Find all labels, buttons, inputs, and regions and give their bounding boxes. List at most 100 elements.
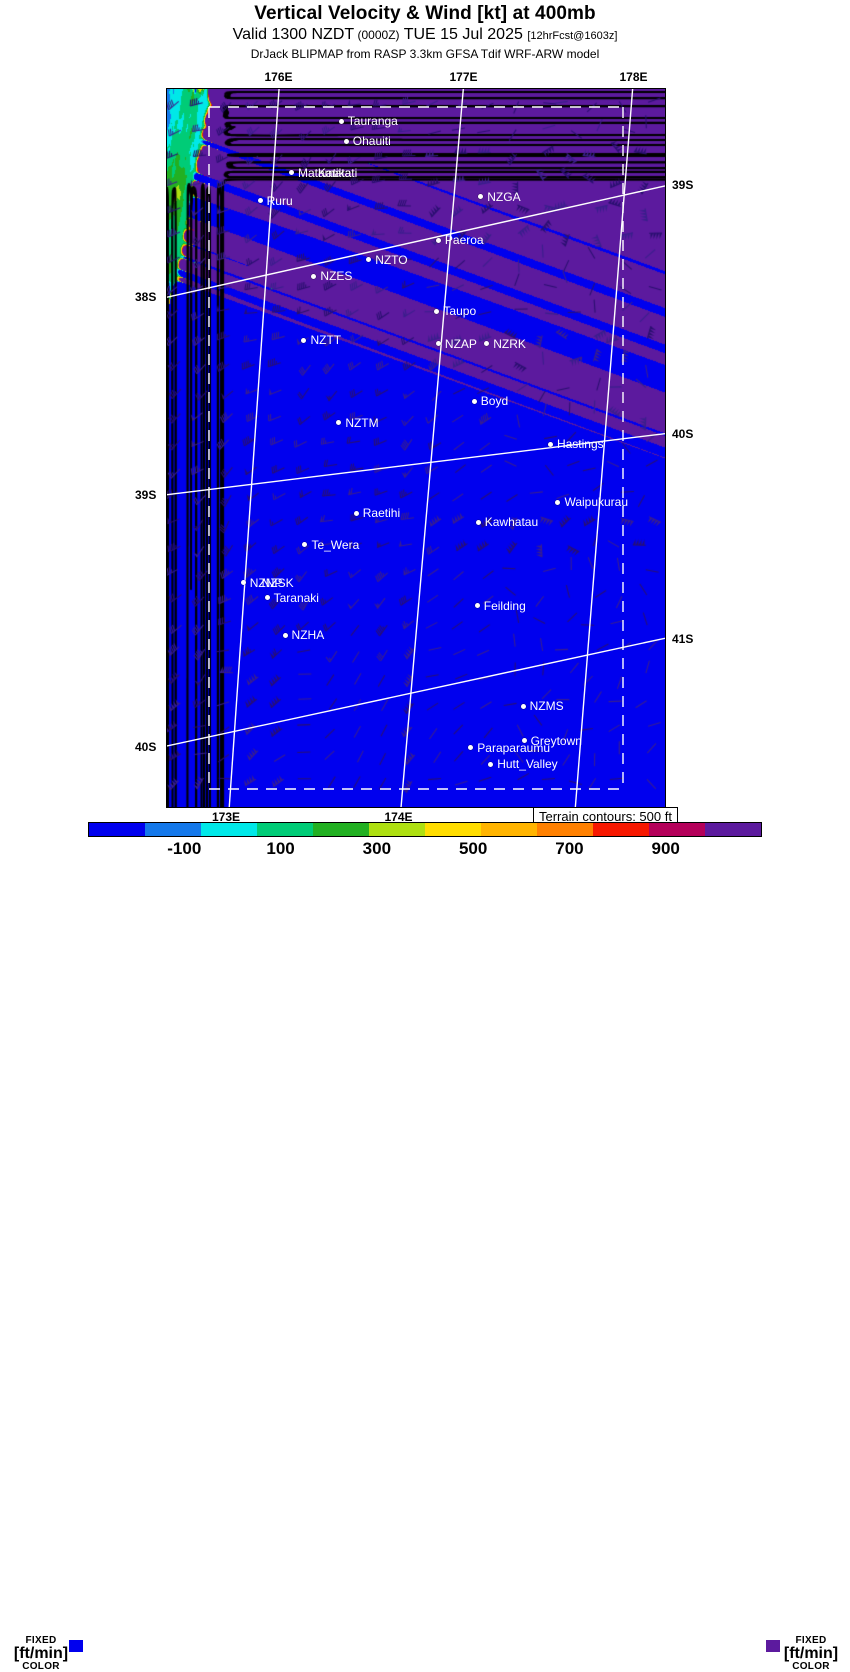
place-dot [353, 510, 359, 516]
colorbar-tick--100: -100 [167, 839, 202, 858]
color-text-right: COLOR [792, 1661, 830, 1672]
place-label: NZTM [345, 415, 379, 430]
title-block: Vertical Velocity & Wind [kt] at 400mb V… [0, 0, 850, 62]
place-dot [257, 198, 263, 204]
place-marker-paraparaumu: Paraparaumu [468, 741, 550, 755]
page-title: Vertical Velocity & Wind [kt] at 400mb [254, 3, 596, 24]
colorbar-gradient[interactable] [88, 822, 762, 837]
place-dot [471, 398, 477, 404]
colorbar-segment-2 [201, 823, 257, 836]
place-label: Waipukurau [564, 495, 629, 510]
place-marker-te_wera: Te_Wera [302, 538, 359, 552]
place-label: Paeroa [444, 233, 484, 248]
place-dot [521, 738, 527, 744]
lon-label-177E: 177E [449, 70, 478, 84]
place-dot [289, 170, 294, 176]
place-dot [264, 595, 270, 601]
place-marker-matamata: Matamata [289, 166, 351, 180]
place-marker-nzrk: NZRK [484, 337, 526, 351]
place-marker-hastings: Hastings [547, 437, 604, 452]
lon-label-174E: 174E [384, 810, 413, 824]
colorbar-segment-9 [593, 823, 649, 836]
place-dot [520, 703, 526, 709]
place-dot [338, 118, 344, 124]
colorbar-underflow-swatch [69, 1640, 83, 1652]
place-dot [311, 273, 317, 279]
place-label: Hutt_Valley [497, 757, 558, 772]
colorbar-segment-4 [313, 823, 369, 836]
place-dot [302, 542, 308, 548]
lat-label-right-40S: 40S [672, 426, 694, 441]
place-label: Taranaki [273, 590, 319, 605]
place-marker-taupo: Taupo [434, 304, 476, 318]
lat-label-left-40S: 40S [135, 739, 157, 754]
place-dot [240, 580, 246, 586]
fixed-text-right: FIXED [795, 1635, 827, 1646]
place-dot [547, 441, 553, 447]
colorbar-tick-900: 900 [651, 839, 680, 858]
place-label: Ruru [266, 193, 293, 208]
place-label: Kawhatau [484, 515, 539, 530]
place-dot [468, 745, 474, 751]
map-container[interactable]: Tauranga Ohauiti Matamata Katikati Ruru NZGA P… [166, 88, 666, 808]
place-label: NZES [320, 269, 353, 284]
place-dot [478, 194, 484, 200]
lat-label-right-39S: 39S [672, 178, 694, 193]
place-marker-katikati: Katikati [309, 166, 357, 180]
place-label: NZTT [310, 333, 342, 348]
colorbar-segment-8 [537, 823, 593, 836]
place-marker-nznp: NZNP [240, 576, 282, 590]
place-label: NZTO [375, 252, 408, 267]
place-marker-greytown: Greytown [521, 733, 582, 748]
place-label: NZSK [261, 575, 294, 590]
valid-utc: (0000Z) [357, 28, 400, 42]
lat-label-left-38S: 38S [135, 289, 157, 304]
forecast-tag: [12hrFcst@1603z] [527, 30, 618, 42]
place-marker-nzsk: NZSK [253, 576, 294, 590]
place-marker-ruru: Ruru [257, 193, 293, 208]
place-label: Raetihi [362, 506, 401, 521]
place-dot [282, 632, 288, 638]
colorbar-segment-7 [481, 823, 537, 836]
lat-label-left-39S: 39S [135, 487, 157, 502]
colorbar-segment-10 [649, 823, 705, 836]
place-dot [435, 237, 441, 243]
colorbar-tick-100: 100 [266, 839, 295, 858]
place-marker-tauranga: Tauranga [338, 114, 398, 128]
place-label: Katikati [317, 165, 358, 180]
place-label: Greytown [530, 733, 582, 748]
place-dot [475, 519, 481, 525]
colorbar-tick-700: 700 [555, 839, 584, 858]
place-marker-paeroa: Paeroa [435, 233, 484, 248]
model-subtitle: DrJack BLIPMAP from RASP 3.3km GFSA Tdif… [250, 47, 600, 61]
valid-time-line: Valid 1300 NZDT (0000Z) TUE 15 Jul 2025 … [0, 25, 850, 46]
place-dot [435, 341, 441, 347]
lat-label-right-41S: 41S [672, 631, 694, 646]
colorbar-segment-6 [425, 823, 481, 836]
place-dot [434, 308, 440, 314]
place-marker-feilding: Feilding [474, 599, 526, 613]
map-frame[interactable]: Tauranga Ohauiti Matamata Katikati Ruru NZGA P… [166, 88, 666, 808]
place-marker-kawhatau: Kawhatau [475, 515, 539, 530]
lon-label-173E: 173E [211, 810, 241, 824]
colorbar-block: FIXED [ft/min] COLOR -100 100 300 500 700 900… [0, 818, 850, 1672]
lon-label-178E: 178E [619, 70, 648, 84]
place-label: Hastings [556, 437, 604, 452]
valid-date: TUE 15 Jul 2025 [403, 26, 523, 43]
colorbar-segment-0 [89, 823, 145, 836]
valid-time-text: Valid 1300 NZDT [232, 26, 355, 43]
place-marker-ohauiti: Ohauiti [343, 134, 391, 148]
place-label: Boyd [480, 394, 509, 409]
place-dot [555, 499, 561, 505]
place-marker-raetihi: Raetihi [353, 506, 401, 521]
colorbar-segment-1 [145, 823, 201, 836]
place-marker-waipukurau: Waipukurau [555, 495, 628, 509]
place-marker-nzms: NZMS [520, 699, 564, 713]
colorbar-right-label: FIXED [ft/min] COLOR [772, 1636, 850, 1672]
place-marker-nzto: NZTO [366, 252, 408, 267]
place-marker-taranaki: Taranaki [264, 590, 319, 605]
place-marker-nzes: NZES [311, 269, 352, 283]
place-label: Te_Wera [311, 537, 360, 552]
place-marker-nzap: NZAP [435, 337, 477, 351]
place-dot [366, 257, 372, 263]
